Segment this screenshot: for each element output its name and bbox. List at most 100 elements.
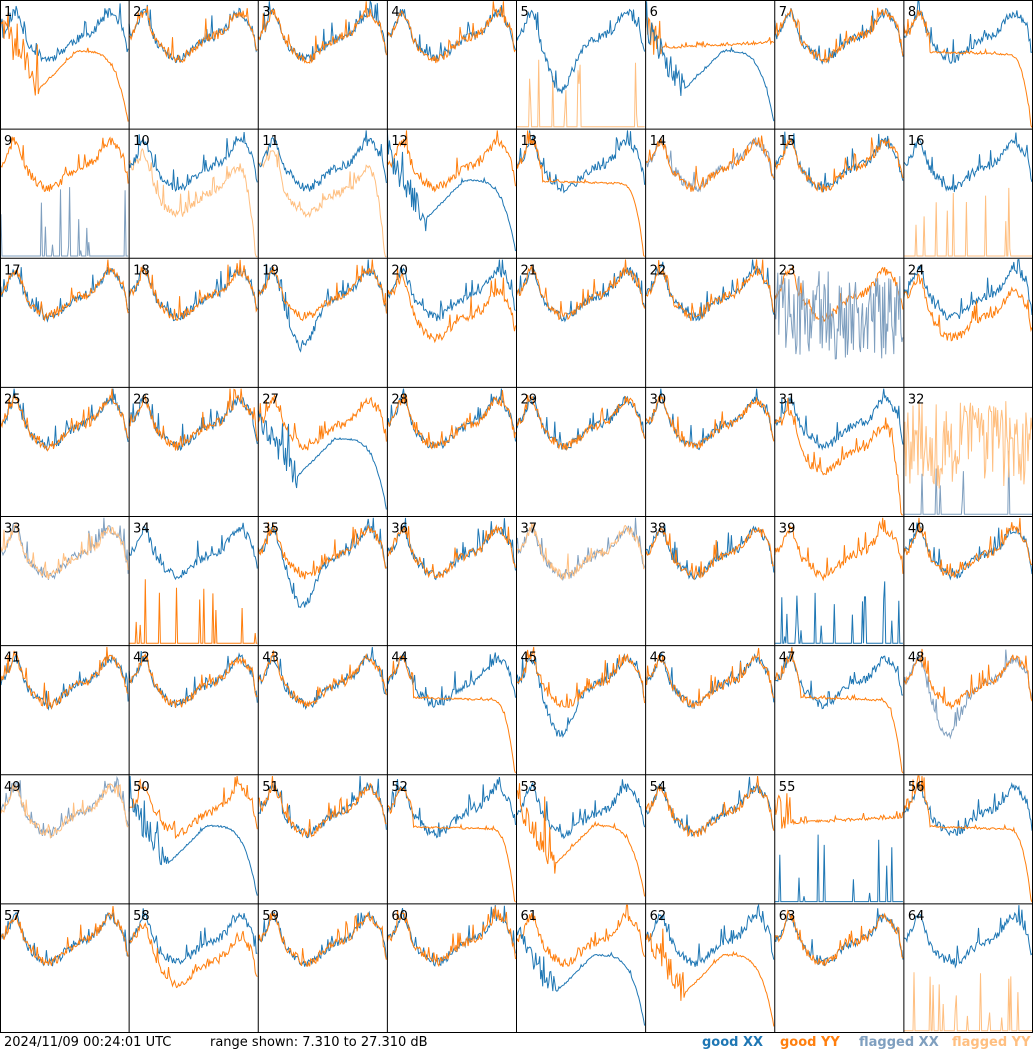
panel-58: 58 [128, 908, 258, 989]
yy-series-46 [645, 647, 775, 708]
yy-series-15 [774, 137, 904, 193]
panel-label-36: 36 [391, 522, 408, 537]
yy-series-7 [774, 7, 904, 64]
xx-series-48 [903, 649, 1033, 740]
panel-23: 23 [774, 263, 904, 360]
yy-series-50 [128, 775, 258, 840]
panel-label-1: 1 [4, 5, 12, 20]
yy-series-8 [903, 9, 1033, 128]
panel-label-58: 58 [133, 909, 150, 924]
xx-series-62 [645, 903, 775, 967]
panel-label-47: 47 [779, 651, 796, 666]
xx-series-10 [128, 131, 258, 193]
panel-label-40: 40 [908, 522, 925, 537]
panel-30: 30 [645, 388, 775, 451]
panel-20: 20 [386, 259, 516, 344]
panel-44: 44 [386, 651, 516, 774]
footer: 2024/11/09 00:24:01 UTC range shown: 7.3… [0, 1033, 1033, 1053]
panel-label-30: 30 [650, 392, 667, 407]
panel-63: 63 [774, 908, 904, 967]
xx-series-33 [0, 517, 129, 580]
panel-37: 37 [516, 517, 646, 582]
panel-12: 12 [386, 130, 516, 252]
yy-series-22 [645, 259, 775, 322]
yy-series-37 [516, 522, 645, 581]
panel-8: 8 [903, 0, 1033, 128]
yy-series-31 [774, 397, 903, 516]
yy-series-39 [774, 517, 904, 582]
yy-series-5 [516, 59, 645, 128]
panel-label-50: 50 [133, 780, 150, 795]
panel-4: 4 [386, 1, 516, 64]
panel-label-56: 56 [908, 780, 925, 795]
xx-series-1 [0, 3, 129, 63]
panel-label-45: 45 [521, 651, 538, 666]
panel-36: 36 [386, 517, 516, 581]
panel-label-24: 24 [908, 263, 925, 278]
yy-series-52 [386, 786, 516, 903]
panel-label-41: 41 [4, 651, 21, 666]
yy-series-43 [257, 650, 387, 709]
panel-16: 16 [903, 132, 1033, 257]
panel-label-55: 55 [779, 780, 796, 795]
panel-label-18: 18 [133, 263, 150, 278]
panel-label-61: 61 [521, 909, 538, 924]
panel-18: 18 [128, 259, 258, 322]
yy-series-34 [129, 579, 258, 644]
yy-series-24 [903, 273, 1033, 342]
xx-series-54 [645, 776, 775, 837]
panel-39: 39 [774, 517, 904, 644]
yy-series-17 [0, 259, 129, 322]
yy-series-13 [516, 130, 645, 257]
panel-55: 55 [774, 780, 904, 903]
panel-label-10: 10 [133, 134, 150, 149]
yy-series-44 [386, 655, 516, 774]
xx-series-6 [645, 1, 775, 122]
xx-series-17 [0, 266, 129, 323]
xx-series-42 [128, 650, 258, 708]
panel-52: 52 [386, 777, 516, 903]
xx-series-27 [257, 410, 387, 510]
yy-series-21 [516, 259, 646, 321]
panel-label-27: 27 [262, 392, 279, 407]
panel-57: 57 [0, 905, 129, 967]
yy-series-26 [128, 388, 258, 451]
range-label: range shown: 7.310 to 27.310 dB [210, 1035, 428, 1050]
panel-46: 46 [645, 647, 775, 710]
panel-50: 50 [128, 775, 258, 896]
panel-7: 7 [774, 5, 904, 65]
panel-label-37: 37 [521, 522, 538, 537]
panel-label-17: 17 [4, 263, 21, 278]
xx-series-20 [386, 259, 516, 322]
panel-15: 15 [774, 131, 904, 193]
yy-series-53 [516, 783, 646, 897]
panel-label-33: 33 [4, 522, 21, 537]
xx-series-13 [516, 130, 646, 194]
panel-62: 62 [645, 903, 775, 1027]
panel-label-44: 44 [391, 651, 408, 666]
yy-series-38 [645, 527, 775, 581]
panel-13: 13 [516, 130, 646, 257]
panel-17: 17 [0, 259, 129, 323]
panel-label-38: 38 [650, 522, 667, 537]
xx-series-55 [774, 834, 903, 903]
yy-series-48 [903, 648, 1033, 710]
panel-label-21: 21 [521, 263, 538, 278]
panel-label-6: 6 [650, 5, 658, 20]
panel-label-49: 49 [4, 780, 21, 795]
yy-series-61 [516, 904, 646, 968]
panel-24: 24 [903, 258, 1033, 342]
yy-series-11 [257, 146, 387, 258]
xx-series-19 [258, 259, 387, 353]
yy-series-4 [386, 1, 516, 64]
panel-48: 48 [903, 648, 1033, 740]
xx-series-44 [386, 652, 516, 709]
panel-21: 21 [516, 259, 646, 323]
xx-series-39 [774, 581, 903, 644]
yy-series-33 [0, 523, 129, 580]
panel-35: 35 [257, 517, 387, 608]
xx-series-16 [903, 132, 1033, 193]
xx-series-35 [258, 517, 387, 608]
panel-label-62: 62 [650, 909, 667, 924]
xx-series-9 [0, 187, 129, 257]
